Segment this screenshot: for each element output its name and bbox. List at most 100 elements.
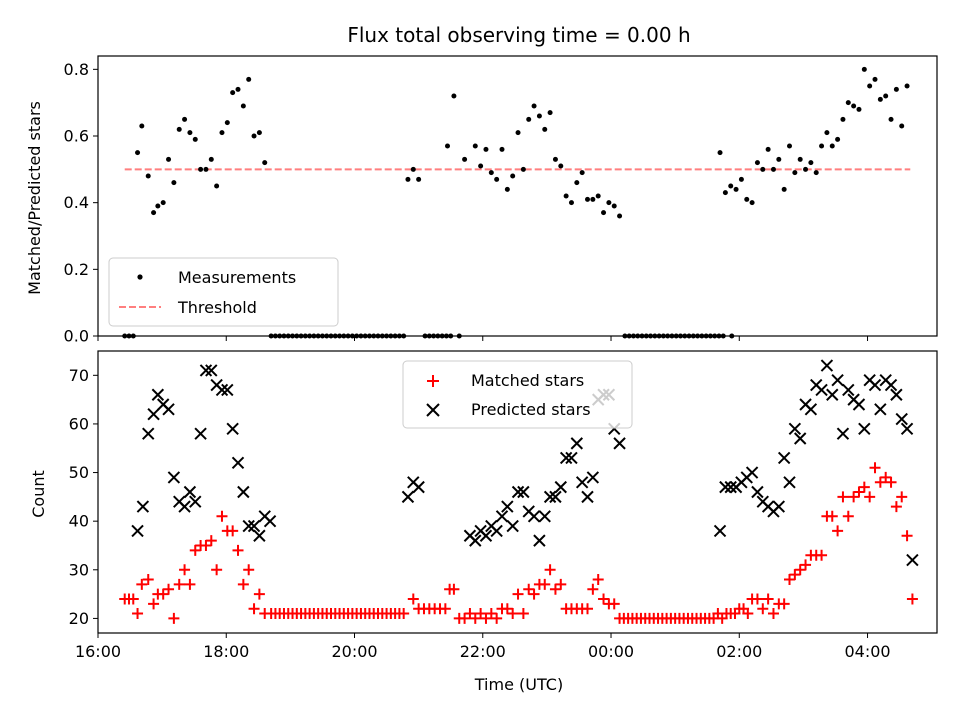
- measurements-point: [819, 143, 825, 149]
- measurements-point: [803, 166, 809, 172]
- measurements-point: [568, 200, 574, 206]
- bottom-y-tick-label: 50: [69, 463, 89, 482]
- predicted-stars-point: [151, 388, 165, 401]
- measurements-point: [171, 180, 177, 186]
- measurements-point: [781, 186, 787, 192]
- x-tick-label: 04:00: [844, 642, 890, 661]
- measurements-point: [214, 183, 220, 189]
- predicted-stars-point: [147, 407, 160, 421]
- predicted-stars-point: [884, 378, 898, 392]
- measurements-point: [160, 200, 166, 206]
- predicted-stars-point: [554, 480, 567, 494]
- matched-stars-point: [459, 612, 471, 624]
- matched-stars-point: [501, 603, 513, 615]
- top-y-tick-label: 0.6: [64, 127, 89, 146]
- legend-predicted-marker: [426, 403, 440, 417]
- bottom-y-tick-label: 40: [69, 512, 89, 531]
- measurements-point: [888, 116, 894, 122]
- matched-stars-point: [407, 593, 419, 605]
- matched-stars-point: [784, 574, 796, 586]
- predicted-stars-point: [772, 500, 786, 513]
- matched-stars-point: [227, 525, 239, 537]
- x-tick-label: 02:00: [716, 642, 762, 661]
- legend-predicted-label: Predicted stars: [471, 400, 591, 419]
- measurements-point: [563, 193, 569, 199]
- predicted-stars-point: [549, 490, 562, 504]
- measurements-point: [145, 173, 151, 179]
- predicted-stars-point: [136, 500, 150, 513]
- matched-stars-point: [890, 501, 902, 513]
- measurements-point: [219, 130, 225, 136]
- matched-stars-point: [243, 564, 255, 576]
- measurements-point: [877, 96, 883, 102]
- predicted-stars-point: [194, 427, 207, 440]
- matched-stars-point: [874, 476, 886, 488]
- measurements-point: [797, 156, 803, 162]
- measurements-point: [717, 150, 723, 156]
- predicted-stars-point: [804, 403, 818, 416]
- matched-stars-point: [826, 510, 838, 522]
- matched-stars-point: [163, 583, 175, 595]
- predicted-stars-point: [242, 519, 255, 533]
- matched-stars-point: [582, 603, 594, 615]
- measurements-point: [579, 170, 585, 176]
- matched-stars-point: [598, 593, 610, 605]
- bottom-y-axis-label: Count: [29, 470, 48, 518]
- matched-stars-point: [507, 608, 519, 620]
- measurements-point: [262, 160, 268, 166]
- predicted-stars-point: [783, 476, 796, 489]
- matched-stars-point: [469, 612, 481, 624]
- measurements-point: [547, 110, 553, 116]
- matched-stars-point: [587, 583, 599, 595]
- matched-stars-point: [858, 481, 870, 493]
- matched-stars-point: [608, 598, 620, 610]
- predicted-stars-point: [237, 485, 250, 499]
- matched-stars-point: [767, 608, 779, 620]
- matched-stars-point: [544, 564, 556, 576]
- predicted-stars-point: [538, 510, 551, 523]
- measurements-point: [187, 130, 193, 136]
- counts-layer: [119, 359, 919, 624]
- measurements-point: [606, 200, 612, 206]
- matched-stars-point: [491, 612, 503, 624]
- matched-stars-point: [216, 510, 228, 522]
- matched-stars-point: [539, 578, 551, 590]
- predicted-stars-point: [183, 485, 197, 499]
- measurements-point: [552, 156, 558, 162]
- legend-measurements-marker: [137, 274, 143, 280]
- measurements-point: [893, 86, 899, 92]
- measurements-point: [224, 120, 230, 126]
- matched-stars-point: [517, 608, 529, 620]
- measurements-point: [240, 103, 246, 109]
- top-y-tick-label: 0.0: [64, 327, 89, 346]
- measurements-point: [733, 186, 739, 192]
- matched-stars-point: [592, 574, 604, 586]
- matched-stars-point: [480, 612, 492, 624]
- measurements-point: [230, 90, 236, 96]
- measurements-point: [760, 166, 766, 172]
- predicted-stars-point: [189, 495, 202, 508]
- matched-stars-point: [751, 593, 763, 605]
- measurements-point: [483, 146, 489, 152]
- predicted-stars-point: [495, 510, 509, 523]
- matched-stars-point: [832, 525, 844, 537]
- matched-stars-point: [148, 598, 160, 610]
- measurements-point: [558, 163, 564, 169]
- predicted-stars-point: [581, 490, 594, 504]
- measurements-point: [585, 196, 591, 202]
- matched-stars-point: [853, 486, 865, 498]
- top-legend-box: [108, 257, 339, 327]
- predicted-stars-point: [895, 412, 908, 426]
- measurements-point: [416, 176, 422, 182]
- matched-stars-point: [439, 603, 451, 615]
- matched-stars-point: [523, 583, 535, 595]
- matched-stars-point: [901, 530, 913, 542]
- measurements-point: [904, 83, 910, 89]
- predicted-stars-point: [511, 485, 525, 499]
- measurements-point: [531, 103, 537, 109]
- bottom-axis-ticks: 20 30 40 50 60 70 16:00 18:00 20:00 22:00 00:00 02:…: [69, 366, 891, 661]
- predicted-stars-point: [874, 403, 887, 416]
- predicted-stars-point: [788, 422, 802, 436]
